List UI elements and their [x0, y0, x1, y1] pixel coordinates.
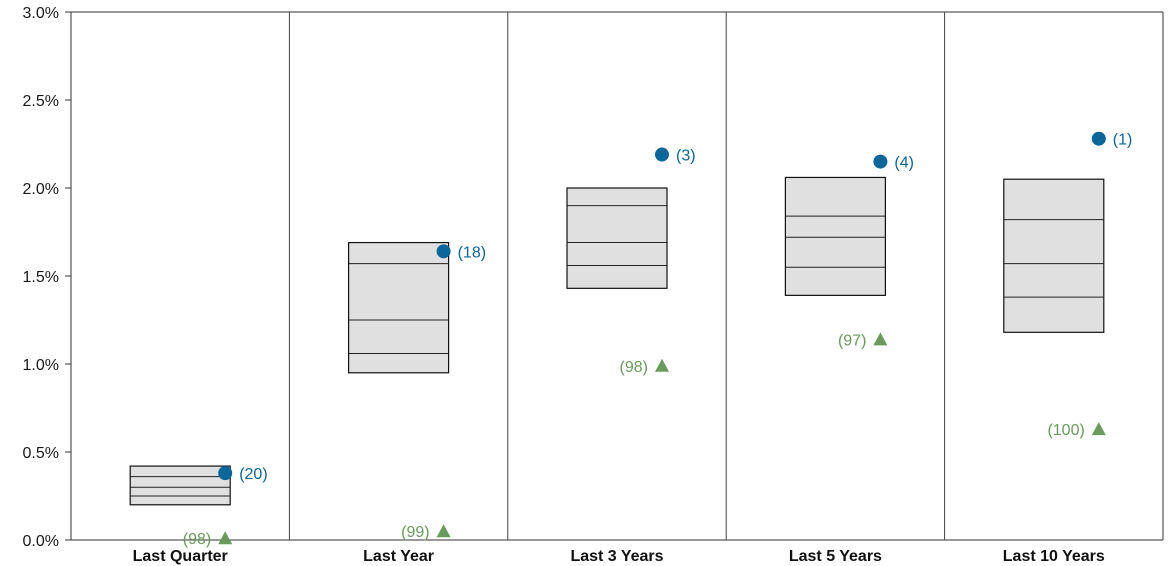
portfolio-rank-label: (1) — [1113, 132, 1133, 149]
category-label: Last 10 Years — [1003, 548, 1105, 565]
benchmark-point — [436, 524, 451, 538]
percentile-box — [129, 465, 231, 506]
portfolio-point — [873, 154, 888, 169]
y-tick-label: 3.0% — [23, 5, 59, 22]
benchmark-rank-label: (98) — [183, 531, 211, 548]
category-label: Last Year — [363, 548, 434, 565]
category-label: Last 3 Years — [570, 548, 663, 565]
category-label: Last Quarter — [133, 548, 228, 565]
y-tick-label: 0.5% — [23, 445, 59, 462]
benchmark-rank-label: (97) — [838, 332, 866, 349]
y-tick-label: 0.0% — [23, 533, 59, 550]
benchmark-rank-label: (100) — [1047, 422, 1084, 439]
benchmark-rank-label: (99) — [401, 524, 429, 541]
percentile-box — [348, 241, 450, 374]
portfolio-rank-label: (4) — [894, 155, 914, 172]
benchmark-point — [218, 531, 233, 545]
y-tick-label: 2.5% — [23, 93, 59, 110]
portfolio-point — [655, 147, 669, 162]
portfolio-rank-label: (3) — [676, 148, 696, 165]
portfolio-rank-label: (20) — [239, 466, 267, 483]
portfolio-rank-label: (18) — [458, 244, 486, 261]
y-tick-label: 2.0% — [23, 181, 59, 198]
portfolio-point — [436, 244, 451, 259]
percentile-box — [1003, 178, 1105, 333]
benchmark-point — [873, 332, 888, 346]
percentile-box — [784, 176, 887, 296]
y-tick-label: 1.5% — [23, 269, 59, 286]
portfolio-point — [218, 466, 233, 481]
portfolio-point — [1091, 131, 1106, 146]
y-tick-label: 1.0% — [23, 357, 59, 374]
category-label: Last 5 Years — [789, 548, 882, 565]
percentile-box — [566, 187, 668, 289]
benchmark-rank-label: (98) — [620, 359, 648, 376]
benchmark-point — [655, 358, 669, 372]
benchmark-point — [1091, 422, 1106, 436]
